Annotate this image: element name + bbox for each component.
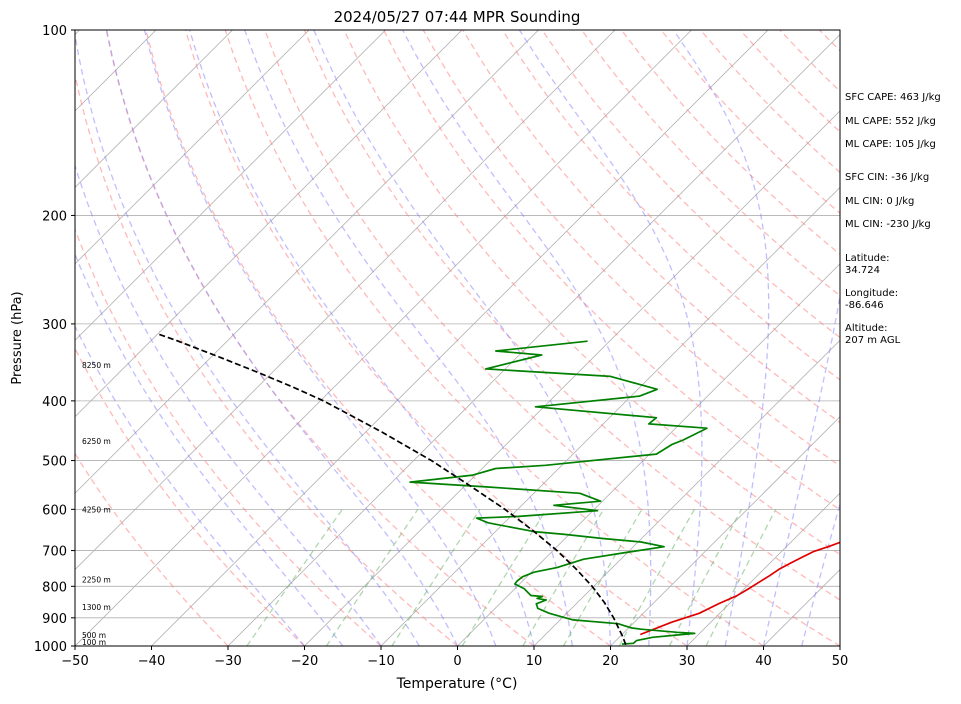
y-tick-label: 600 bbox=[42, 503, 67, 518]
x-tick-label: 30 bbox=[679, 654, 696, 669]
mixing-ratio-line bbox=[462, 509, 546, 646]
y-tick-label: 800 bbox=[42, 580, 67, 595]
moist-adiabat bbox=[314, 30, 611, 646]
y-axis-label: Pressure (hPa) bbox=[10, 291, 25, 384]
stat-altitude: Altitude:207 m AGL bbox=[845, 323, 900, 347]
moist-adiabat bbox=[107, 30, 458, 646]
isotherm-line bbox=[75, 30, 692, 646]
stat-line: Altitude: bbox=[845, 323, 900, 335]
stat-line: SFC CAPE: 463 J/kg bbox=[845, 92, 941, 104]
x-tick-label: 0 bbox=[453, 654, 461, 669]
y-tick-label: 400 bbox=[42, 395, 67, 410]
y-tick-label: 100 bbox=[42, 24, 67, 39]
stat-line: Latitude: bbox=[845, 253, 890, 265]
stat-ml-cape-2: ML CAPE: 105 J/kg bbox=[845, 139, 936, 151]
stat-ml-cin-1: ML CIN: 0 J/kg bbox=[845, 196, 914, 208]
chart-title: 2024/05/27 07:44 MPR Sounding bbox=[334, 8, 581, 26]
height-label: 2250 m bbox=[82, 576, 111, 585]
stat-line: Longitude: bbox=[845, 288, 898, 300]
stat-line: -86.646 bbox=[845, 300, 898, 312]
height-label: 500 m bbox=[82, 631, 106, 640]
mixing-ratio-line bbox=[392, 509, 480, 646]
y-tick-label: 1000 bbox=[34, 640, 67, 655]
x-tick-label: 40 bbox=[755, 654, 772, 669]
height-label: 4250 m bbox=[82, 505, 111, 514]
stat-ml-cin-2: ML CIN: -230 J/kg bbox=[845, 219, 931, 231]
y-tick-label: 900 bbox=[42, 612, 67, 627]
dewpoint-profile bbox=[410, 341, 707, 644]
stat-line: ML CIN: -230 J/kg bbox=[845, 219, 931, 231]
moist-adiabat bbox=[74, 30, 419, 646]
stat-line: 207 m AGL bbox=[845, 335, 900, 347]
height-label: 8250 m bbox=[82, 361, 111, 370]
mixing-ratio-line bbox=[247, 509, 343, 646]
parcel-profile bbox=[159, 334, 626, 644]
x-tick-label: −20 bbox=[291, 654, 318, 669]
stat-sfc-cape: SFC CAPE: 463 J/kg bbox=[845, 92, 941, 104]
moist-adiabat bbox=[190, 30, 534, 646]
profiles-layer bbox=[159, 334, 961, 644]
isotherm-line bbox=[305, 30, 922, 646]
y-tick-label: 300 bbox=[42, 318, 67, 333]
stat-line: ML CIN: 0 J/kg bbox=[845, 196, 914, 208]
stat-sfc-cin: SFC CIN: -36 J/kg bbox=[845, 172, 929, 184]
x-tick-label: 20 bbox=[602, 654, 619, 669]
x-tick-label: −10 bbox=[367, 654, 394, 669]
x-axis-label: Temperature (°C) bbox=[396, 676, 518, 692]
x-tick-label: −30 bbox=[214, 654, 241, 669]
mixing-ratio-line bbox=[669, 509, 741, 646]
frame-layer bbox=[71, 30, 840, 650]
x-tick-label: −50 bbox=[61, 654, 88, 669]
x-tick-label: −40 bbox=[138, 654, 165, 669]
background-lines-layer bbox=[0, 30, 961, 646]
isotherm-line bbox=[0, 30, 3, 646]
stat-longitude: Longitude:-86.646 bbox=[845, 288, 898, 312]
dry-adiabat bbox=[225, 30, 763, 646]
stat-line: ML CAPE: 105 J/kg bbox=[845, 139, 936, 151]
x-tick-label: 10 bbox=[526, 654, 543, 669]
moist-adiabat bbox=[674, 30, 769, 646]
y-tick-label: 500 bbox=[42, 455, 67, 470]
x-tick-label: 50 bbox=[832, 654, 849, 669]
stat-line: SFC CIN: -36 J/kg bbox=[845, 172, 929, 184]
stat-line: 34.724 bbox=[845, 265, 890, 277]
stat-ml-cape-1: ML CAPE: 552 J/kg bbox=[845, 116, 936, 128]
dry-adiabat bbox=[938, 30, 961, 646]
dry-adiabat bbox=[146, 30, 611, 646]
y-tick-label: 200 bbox=[42, 209, 67, 224]
stat-latitude: Latitude:34.724 bbox=[845, 253, 890, 277]
stat-line: ML CAPE: 552 J/kg bbox=[845, 116, 936, 128]
moist-adiabat bbox=[19, 30, 343, 646]
moist-adiabat bbox=[45, 30, 381, 646]
isotherm-line bbox=[0, 30, 233, 646]
isotherm-line bbox=[0, 30, 615, 646]
height-label: 6250 m bbox=[82, 437, 111, 446]
height-label: 1300 m bbox=[82, 603, 111, 612]
mixing-ratio-line bbox=[523, 509, 604, 646]
y-tick-label: 700 bbox=[42, 545, 67, 560]
